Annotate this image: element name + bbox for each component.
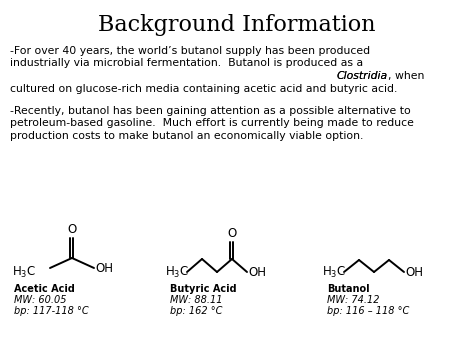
- Text: OH: OH: [248, 266, 266, 279]
- Text: Clostridia: Clostridia: [337, 71, 388, 81]
- Text: Clostridia: Clostridia: [337, 71, 388, 81]
- Text: -For over 40 years, the world’s butanol supply has been produced: -For over 40 years, the world’s butanol …: [10, 46, 370, 56]
- Text: O: O: [67, 223, 77, 236]
- Text: H$_3$C: H$_3$C: [165, 264, 189, 279]
- Text: cultured on glucose-rich media containing acetic acid and butyric acid.: cultured on glucose-rich media containin…: [10, 83, 397, 93]
- Text: production costs to make butanol an economically viable option.: production costs to make butanol an econ…: [10, 131, 364, 141]
- Text: , when: , when: [388, 71, 424, 81]
- Text: industrially via microbial fermentation.  Butanol is produced as a: industrially via microbial fermentation.…: [10, 59, 363, 69]
- Text: MW: 60.05: MW: 60.05: [14, 295, 66, 305]
- Text: Butyric Acid: Butyric Acid: [170, 284, 237, 294]
- Text: bp: 116 – 118 °C: bp: 116 – 118 °C: [327, 306, 409, 316]
- Text: H$_3$C: H$_3$C: [322, 264, 346, 279]
- Text: Butanol: Butanol: [327, 284, 370, 294]
- Text: MW: 74.12: MW: 74.12: [327, 295, 380, 305]
- Text: MW: 88.11: MW: 88.11: [170, 295, 222, 305]
- Text: O: O: [228, 227, 237, 240]
- Text: Acetic Acid: Acetic Acid: [14, 284, 75, 294]
- Text: -Recently, butanol has been gaining attention as a possible alternative to: -Recently, butanol has been gaining atte…: [10, 106, 411, 116]
- Text: bp: 117-118 °C: bp: 117-118 °C: [14, 306, 89, 316]
- Text: Background Information: Background Information: [98, 14, 376, 36]
- Text: OH: OH: [405, 266, 423, 279]
- Text: H$_3$C: H$_3$C: [12, 264, 36, 279]
- Text: bp: 162 °C: bp: 162 °C: [170, 306, 222, 316]
- Text: petroleum-based gasoline.  Much effort is currently being made to reduce: petroleum-based gasoline. Much effort is…: [10, 119, 414, 129]
- Text: OH: OH: [95, 262, 113, 274]
